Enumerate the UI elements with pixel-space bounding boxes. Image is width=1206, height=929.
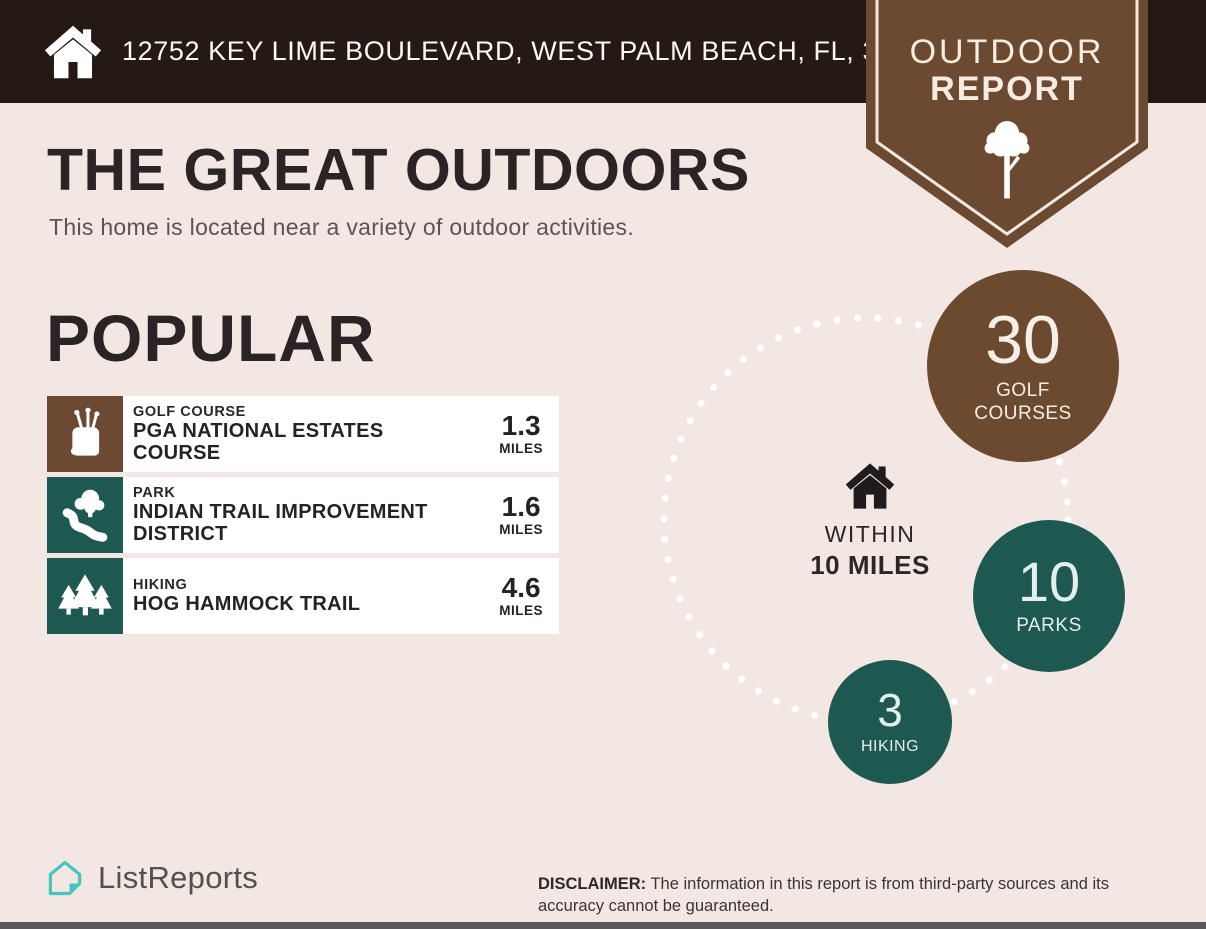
list-card: GOLF COURSE PGA NATIONAL ESTATES COURSE …	[123, 396, 559, 472]
stat-value: 30	[985, 302, 1061, 379]
outdoor-report-badge: OUTDOOR REPORT	[866, 0, 1148, 252]
list-item-park: PARK INDIAN TRAIL IMPROVEMENT DISTRICT 1…	[47, 477, 559, 553]
item-distance: 4.6 MILES	[499, 572, 543, 619]
item-category: GOLF COURSE	[133, 403, 246, 420]
badge-title-line1: OUTDOOR	[909, 33, 1105, 71]
item-name: HOG HAMMOCK TRAIL	[133, 592, 361, 615]
pine-trees-icon	[47, 558, 123, 634]
stat-value: 3	[877, 684, 903, 737]
radius-label: 10 MILES	[810, 550, 930, 580]
popular-heading: POPULAR	[46, 301, 376, 375]
within-label: WITHIN	[824, 521, 916, 547]
stat-label: PARKS	[1016, 615, 1082, 637]
listreports-house-icon	[48, 860, 82, 896]
radius-center-label: WITHIN 10 MILES	[770, 462, 970, 581]
distance-unit: MILES	[499, 522, 543, 537]
home-icon	[845, 463, 895, 509]
distance-value: 1.6	[501, 491, 541, 522]
item-category: HIKING	[133, 576, 188, 593]
disclaimer-text: The information in this report is from t…	[538, 874, 1109, 915]
bottom-strip	[0, 922, 1206, 929]
distance-unit: MILES	[499, 441, 543, 456]
stat-value: 10	[1017, 550, 1081, 614]
dotted-radius-circle	[660, 314, 1072, 726]
stat-label: GOLF COURSES	[974, 380, 1072, 424]
golf-bag-icon	[47, 396, 123, 472]
brand-name: ListReports	[98, 860, 259, 895]
listreports-logo: ListReports	[44, 856, 258, 900]
list-card: HIKING HOG HAMMOCK TRAIL 4.6 MILES	[123, 558, 559, 634]
disclaimer-label: DISCLAIMER:	[538, 874, 647, 893]
distance-value: 4.6	[501, 572, 541, 603]
item-distance: 1.3 MILES	[499, 410, 543, 457]
stat-label: HIKING	[860, 738, 920, 756]
stat-bubble-golf-courses: 30 GOLF COURSES	[927, 270, 1119, 462]
popular-list: GOLF COURSE PGA NATIONAL ESTATES COURSE …	[47, 396, 559, 634]
disclaimer: DISCLAIMER: The information in this repo…	[538, 873, 1118, 918]
list-item-hiking: HIKING HOG HAMMOCK TRAIL 4.6 MILES	[47, 558, 559, 634]
list-item-golf-course: GOLF COURSE PGA NATIONAL ESTATES COURSE …	[47, 396, 559, 472]
distance-unit: MILES	[499, 603, 543, 618]
item-distance: 1.6 MILES	[499, 491, 543, 538]
item-name: PGA NATIONAL ESTATES COURSE	[133, 419, 384, 464]
page-subtitle: This home is located near a variety of o…	[49, 214, 635, 240]
item-name: INDIAN TRAIL IMPROVEMENT DISTRICT	[133, 500, 428, 545]
tree-icon	[984, 121, 1030, 199]
distance-value: 1.3	[501, 410, 541, 441]
badge-title-line2: REPORT	[930, 70, 1084, 108]
home-icon	[44, 25, 102, 78]
page-title: THE GREAT OUTDOORS	[47, 137, 750, 203]
list-card: PARK INDIAN TRAIL IMPROVEMENT DISTRICT 1…	[123, 477, 559, 553]
stat-bubble-parks: 10 PARKS	[973, 520, 1125, 672]
item-category: PARK	[133, 484, 176, 501]
property-address: 12752 KEY LIME BOULEVARD, WEST PALM BEAC…	[122, 36, 941, 66]
stat-bubble-hiking: 3 HIKING	[828, 660, 952, 784]
park-icon	[47, 477, 123, 553]
